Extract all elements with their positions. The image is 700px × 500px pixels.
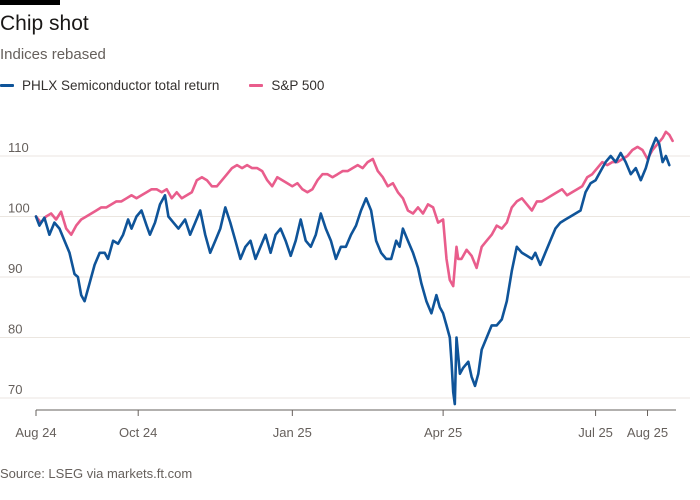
y-tick-label-70: 70 — [8, 382, 22, 397]
series-line-sp500 — [34, 130, 674, 288]
x-tick-label-2: Jan 25 — [273, 425, 312, 440]
y-tick-label-100: 100 — [8, 201, 30, 216]
source-note: Source: LSEG via markets.ft.com — [0, 466, 193, 481]
x-tick-label-4: Jul 25 — [578, 425, 613, 440]
y-tick-label-110: 110 — [8, 140, 29, 155]
legend-item-semiconductor: PHLX Semiconductor total return — [0, 78, 219, 93]
legend-label-sp500: S&P 500 — [271, 78, 325, 93]
legend-swatch-sp500 — [249, 84, 264, 87]
x-tick-label-3: Apr 25 — [424, 425, 462, 440]
chart-legend: PHLX Semiconductor total return S&P 500 — [0, 78, 354, 93]
x-tick-label-5: Aug 25 — [627, 425, 668, 440]
chart-title: Chip shot — [0, 12, 89, 35]
y-tick-label-90: 90 — [8, 261, 22, 276]
brand-bar — [0, 0, 60, 5]
legend-swatch-semiconductor — [0, 84, 14, 87]
x-tick-label-0: Aug 24 — [15, 425, 56, 440]
legend-item-sp500: S&P 500 — [249, 78, 324, 93]
series-line-semiconductor — [34, 136, 671, 406]
y-tick-label-80: 80 — [8, 322, 22, 337]
chart-subtitle: Indices rebased — [0, 46, 106, 63]
x-tick-label-1: Oct 24 — [119, 425, 157, 440]
legend-label-semiconductor: PHLX Semiconductor total return — [22, 78, 220, 93]
